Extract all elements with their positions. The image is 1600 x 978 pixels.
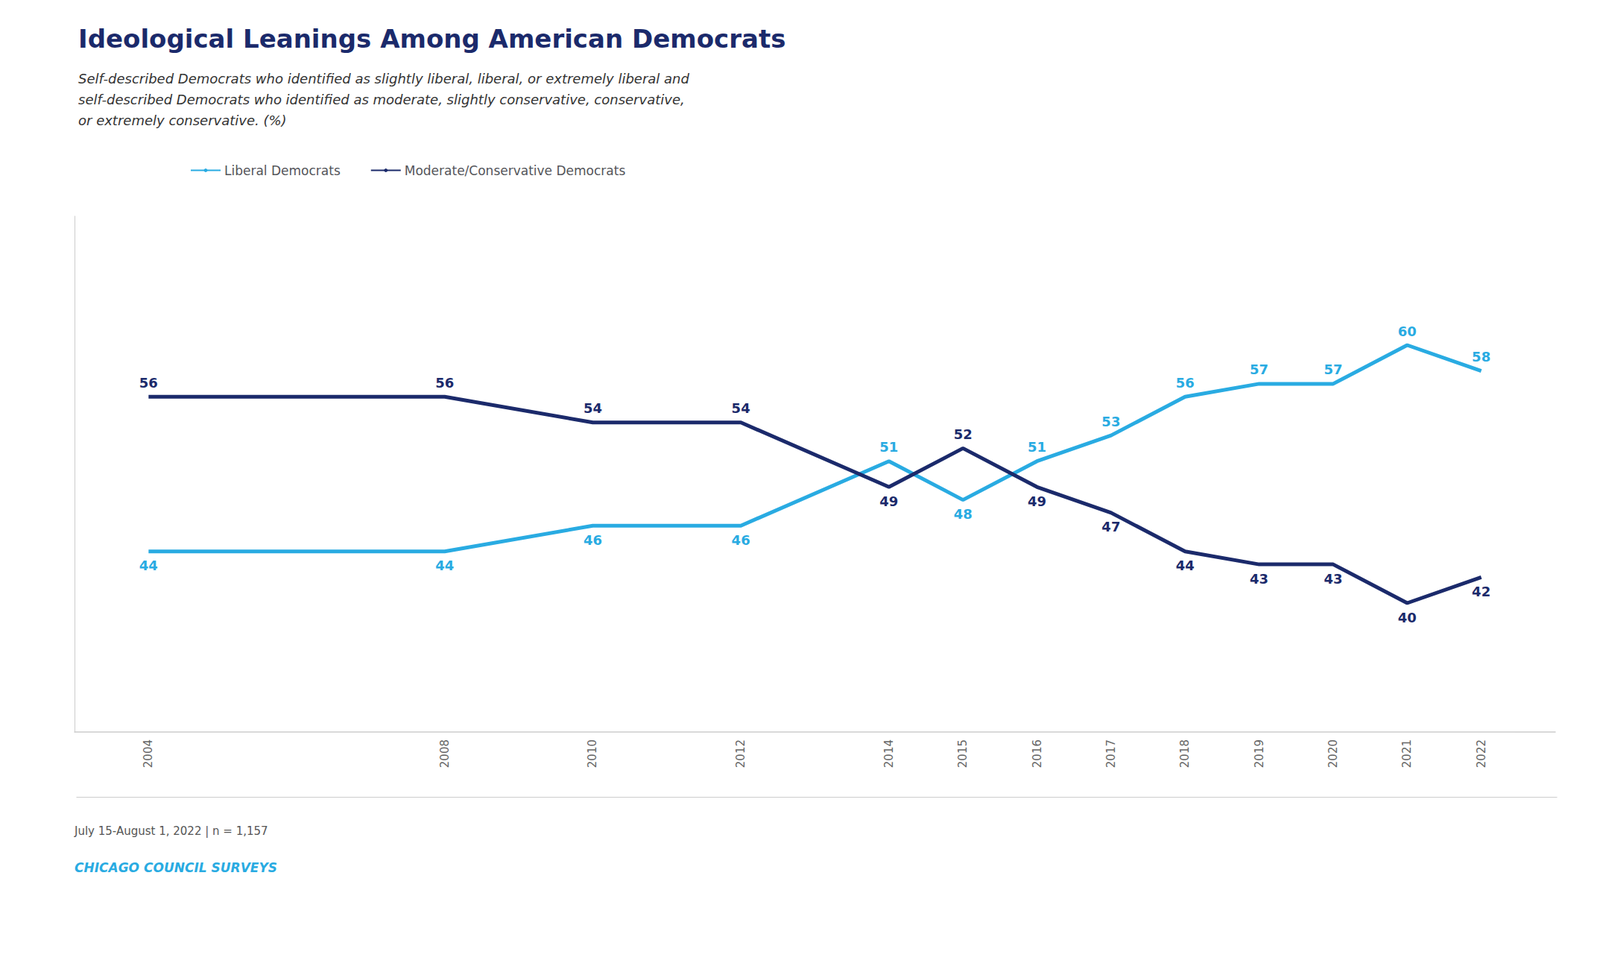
- svg-text:2004: 2004: [141, 739, 156, 768]
- svg-text:54: 54: [731, 400, 751, 416]
- svg-text:or extremely conservative. (%): or extremely conservative. (%): [78, 112, 287, 129]
- svg-text:Liberal Democrats: Liberal Democrats: [224, 163, 341, 179]
- svg-text:60: 60: [1398, 323, 1417, 340]
- svg-text:self-described Democrats who i: self-described Democrats who identified …: [78, 91, 685, 108]
- svg-text:44: 44: [435, 557, 454, 574]
- svg-text:49: 49: [1027, 493, 1047, 509]
- svg-text:CHICAGO COUNCIL SURVEYS: CHICAGO COUNCIL SURVEYS: [74, 859, 278, 875]
- svg-text:57: 57: [1323, 361, 1343, 378]
- svg-text:2008: 2008: [438, 739, 452, 768]
- svg-text:58: 58: [1471, 348, 1491, 365]
- svg-text:40: 40: [1398, 609, 1417, 626]
- svg-text:48: 48: [953, 506, 973, 522]
- svg-text:2019: 2019: [1252, 739, 1267, 768]
- svg-text:2021: 2021: [1400, 739, 1414, 768]
- svg-text:2010: 2010: [585, 739, 600, 768]
- svg-text:44: 44: [139, 557, 158, 574]
- svg-text:2015: 2015: [956, 739, 970, 768]
- svg-text:46: 46: [731, 532, 751, 548]
- svg-text:52: 52: [953, 426, 973, 442]
- svg-text:43: 43: [1323, 570, 1343, 587]
- svg-text:2022: 2022: [1474, 739, 1489, 768]
- svg-text:Ideological Leanings Among Ame: Ideological Leanings Among American Demo…: [78, 23, 786, 54]
- svg-text:44: 44: [1175, 557, 1195, 574]
- svg-text:56: 56: [139, 374, 158, 391]
- svg-text:51: 51: [879, 438, 898, 455]
- svg-text:51: 51: [1027, 438, 1047, 455]
- svg-text:July 15-August 1, 2022 | n = 1: July 15-August 1, 2022 | n = 1,157: [73, 824, 269, 838]
- svg-text:2016: 2016: [1030, 739, 1045, 768]
- svg-text:2012: 2012: [734, 739, 748, 768]
- svg-text:43: 43: [1249, 570, 1269, 587]
- svg-text:2020: 2020: [1326, 739, 1340, 768]
- svg-text:Moderate/Conservative Democrat: Moderate/Conservative Democrats: [404, 163, 626, 179]
- svg-text:2017: 2017: [1104, 739, 1118, 768]
- svg-text:56: 56: [435, 374, 454, 391]
- svg-text:46: 46: [583, 532, 603, 548]
- svg-text:56: 56: [1175, 374, 1195, 391]
- svg-text:2018: 2018: [1178, 739, 1192, 768]
- svg-text:53: 53: [1101, 413, 1121, 430]
- svg-text:47: 47: [1101, 518, 1121, 535]
- svg-text:57: 57: [1249, 361, 1269, 378]
- svg-text:2014: 2014: [882, 739, 896, 768]
- svg-text:54: 54: [583, 400, 603, 416]
- svg-text:49: 49: [879, 493, 898, 509]
- svg-text:42: 42: [1471, 583, 1491, 600]
- svg-text:Self-described Democrats who i: Self-described Democrats who identified …: [78, 70, 690, 87]
